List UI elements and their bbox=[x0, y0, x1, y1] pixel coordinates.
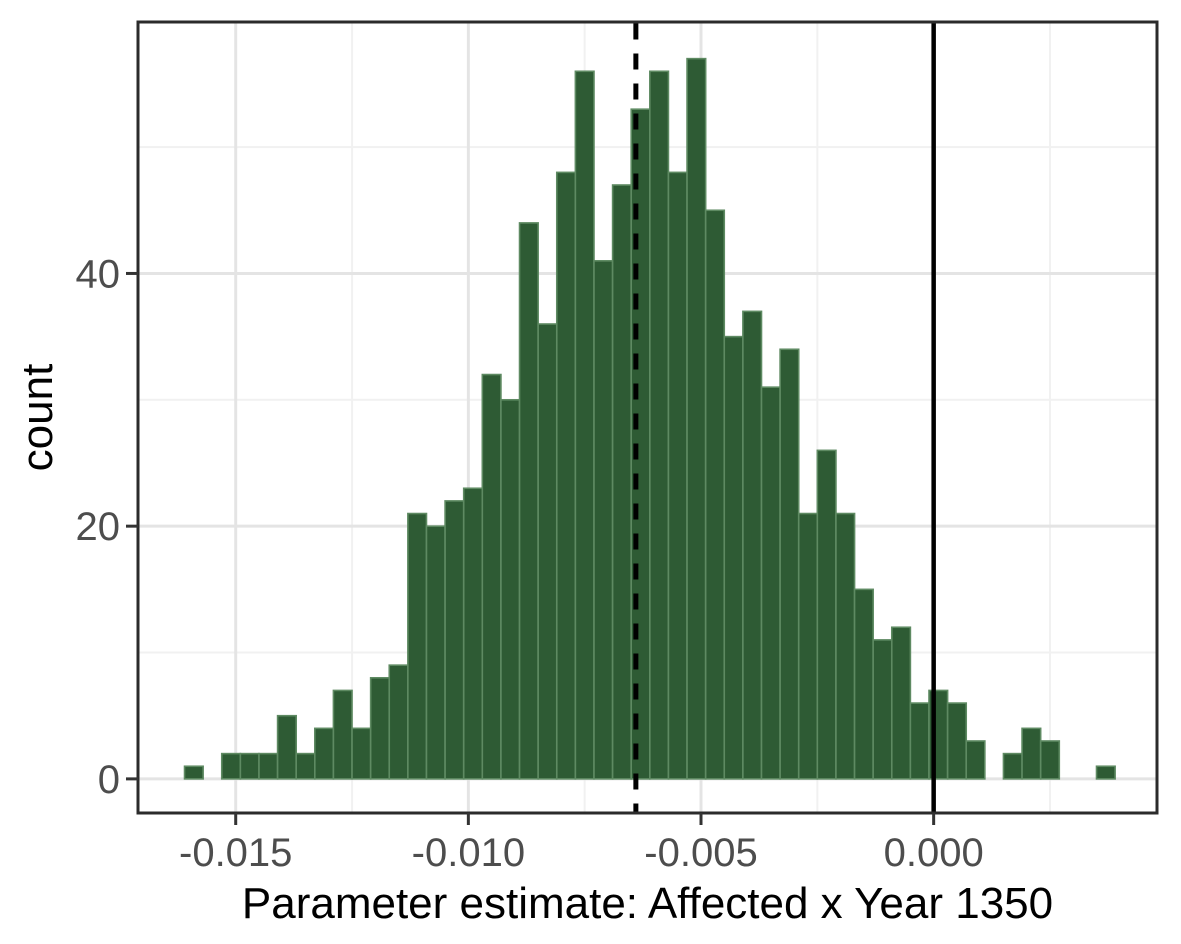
histogram-bar bbox=[462, 487, 484, 780]
histogram-bar bbox=[407, 512, 428, 780]
histogram-bar bbox=[853, 588, 874, 780]
histogram-bar bbox=[1095, 765, 1116, 780]
x-axis-title: Parameter estimate: Affected x Year 1350 bbox=[242, 879, 1053, 928]
histogram-bar bbox=[1021, 727, 1042, 780]
histogram-bar bbox=[1039, 740, 1061, 780]
histogram-bar bbox=[649, 70, 670, 780]
histogram-bar bbox=[369, 676, 391, 780]
histogram-bar bbox=[667, 171, 688, 780]
histogram-bar bbox=[555, 171, 577, 780]
histogram-bar bbox=[723, 335, 744, 780]
histogram-bar bbox=[500, 399, 521, 780]
y-tick-label: 0 bbox=[98, 758, 120, 802]
histogram-bar bbox=[314, 727, 335, 780]
histogram-bar bbox=[574, 70, 595, 780]
histogram-bar bbox=[295, 752, 316, 780]
y-axis-title: count bbox=[13, 364, 62, 472]
histogram-bar bbox=[239, 752, 260, 780]
x-tick-labels: -0.015 -0.010 -0.005 0.000 bbox=[179, 831, 984, 875]
histogram-bar bbox=[946, 702, 968, 780]
y-tick-labels: 0 20 40 bbox=[76, 252, 121, 801]
histogram-bar bbox=[276, 714, 297, 780]
histogram-bar bbox=[816, 449, 837, 780]
histogram-bar bbox=[518, 222, 539, 780]
histogram-bar bbox=[537, 323, 558, 780]
histogram-bar bbox=[481, 373, 502, 780]
histogram-bar bbox=[835, 512, 856, 780]
histogram-bar bbox=[611, 184, 633, 780]
histogram-bar bbox=[425, 525, 446, 780]
panel-border bbox=[136, 20, 1159, 815]
histogram-bar bbox=[779, 348, 800, 780]
x-tick-label: -0.010 bbox=[412, 831, 525, 875]
histogram-bar bbox=[220, 752, 242, 780]
histogram-bar bbox=[704, 209, 726, 780]
histogram-bar bbox=[183, 765, 204, 780]
histogram-bar bbox=[351, 727, 372, 780]
histogram-bar bbox=[258, 752, 279, 780]
histogram-bar bbox=[686, 57, 707, 780]
y-tick-label: 40 bbox=[76, 252, 121, 296]
histogram-bar bbox=[909, 702, 930, 780]
axis-tick-marks bbox=[126, 271, 936, 825]
histogram-bar bbox=[332, 689, 353, 780]
histogram-bar bbox=[797, 512, 819, 780]
histogram-bar bbox=[760, 386, 781, 780]
histogram-bar bbox=[742, 310, 763, 780]
histogram-bars bbox=[183, 57, 1116, 780]
histogram-bar bbox=[444, 500, 465, 780]
reference-lines bbox=[633, 23, 936, 812]
histogram-bar bbox=[965, 740, 986, 780]
histogram-bar bbox=[388, 664, 409, 780]
histogram-bar bbox=[872, 639, 893, 780]
histogram-bar bbox=[593, 260, 614, 780]
histogram-bar bbox=[1002, 752, 1023, 780]
x-tick-label: -0.015 bbox=[179, 831, 292, 875]
x-tick-label: -0.005 bbox=[644, 831, 757, 875]
x-tick-label: 0.000 bbox=[884, 831, 984, 875]
histogram-bar bbox=[890, 626, 912, 780]
y-tick-label: 20 bbox=[76, 505, 121, 549]
